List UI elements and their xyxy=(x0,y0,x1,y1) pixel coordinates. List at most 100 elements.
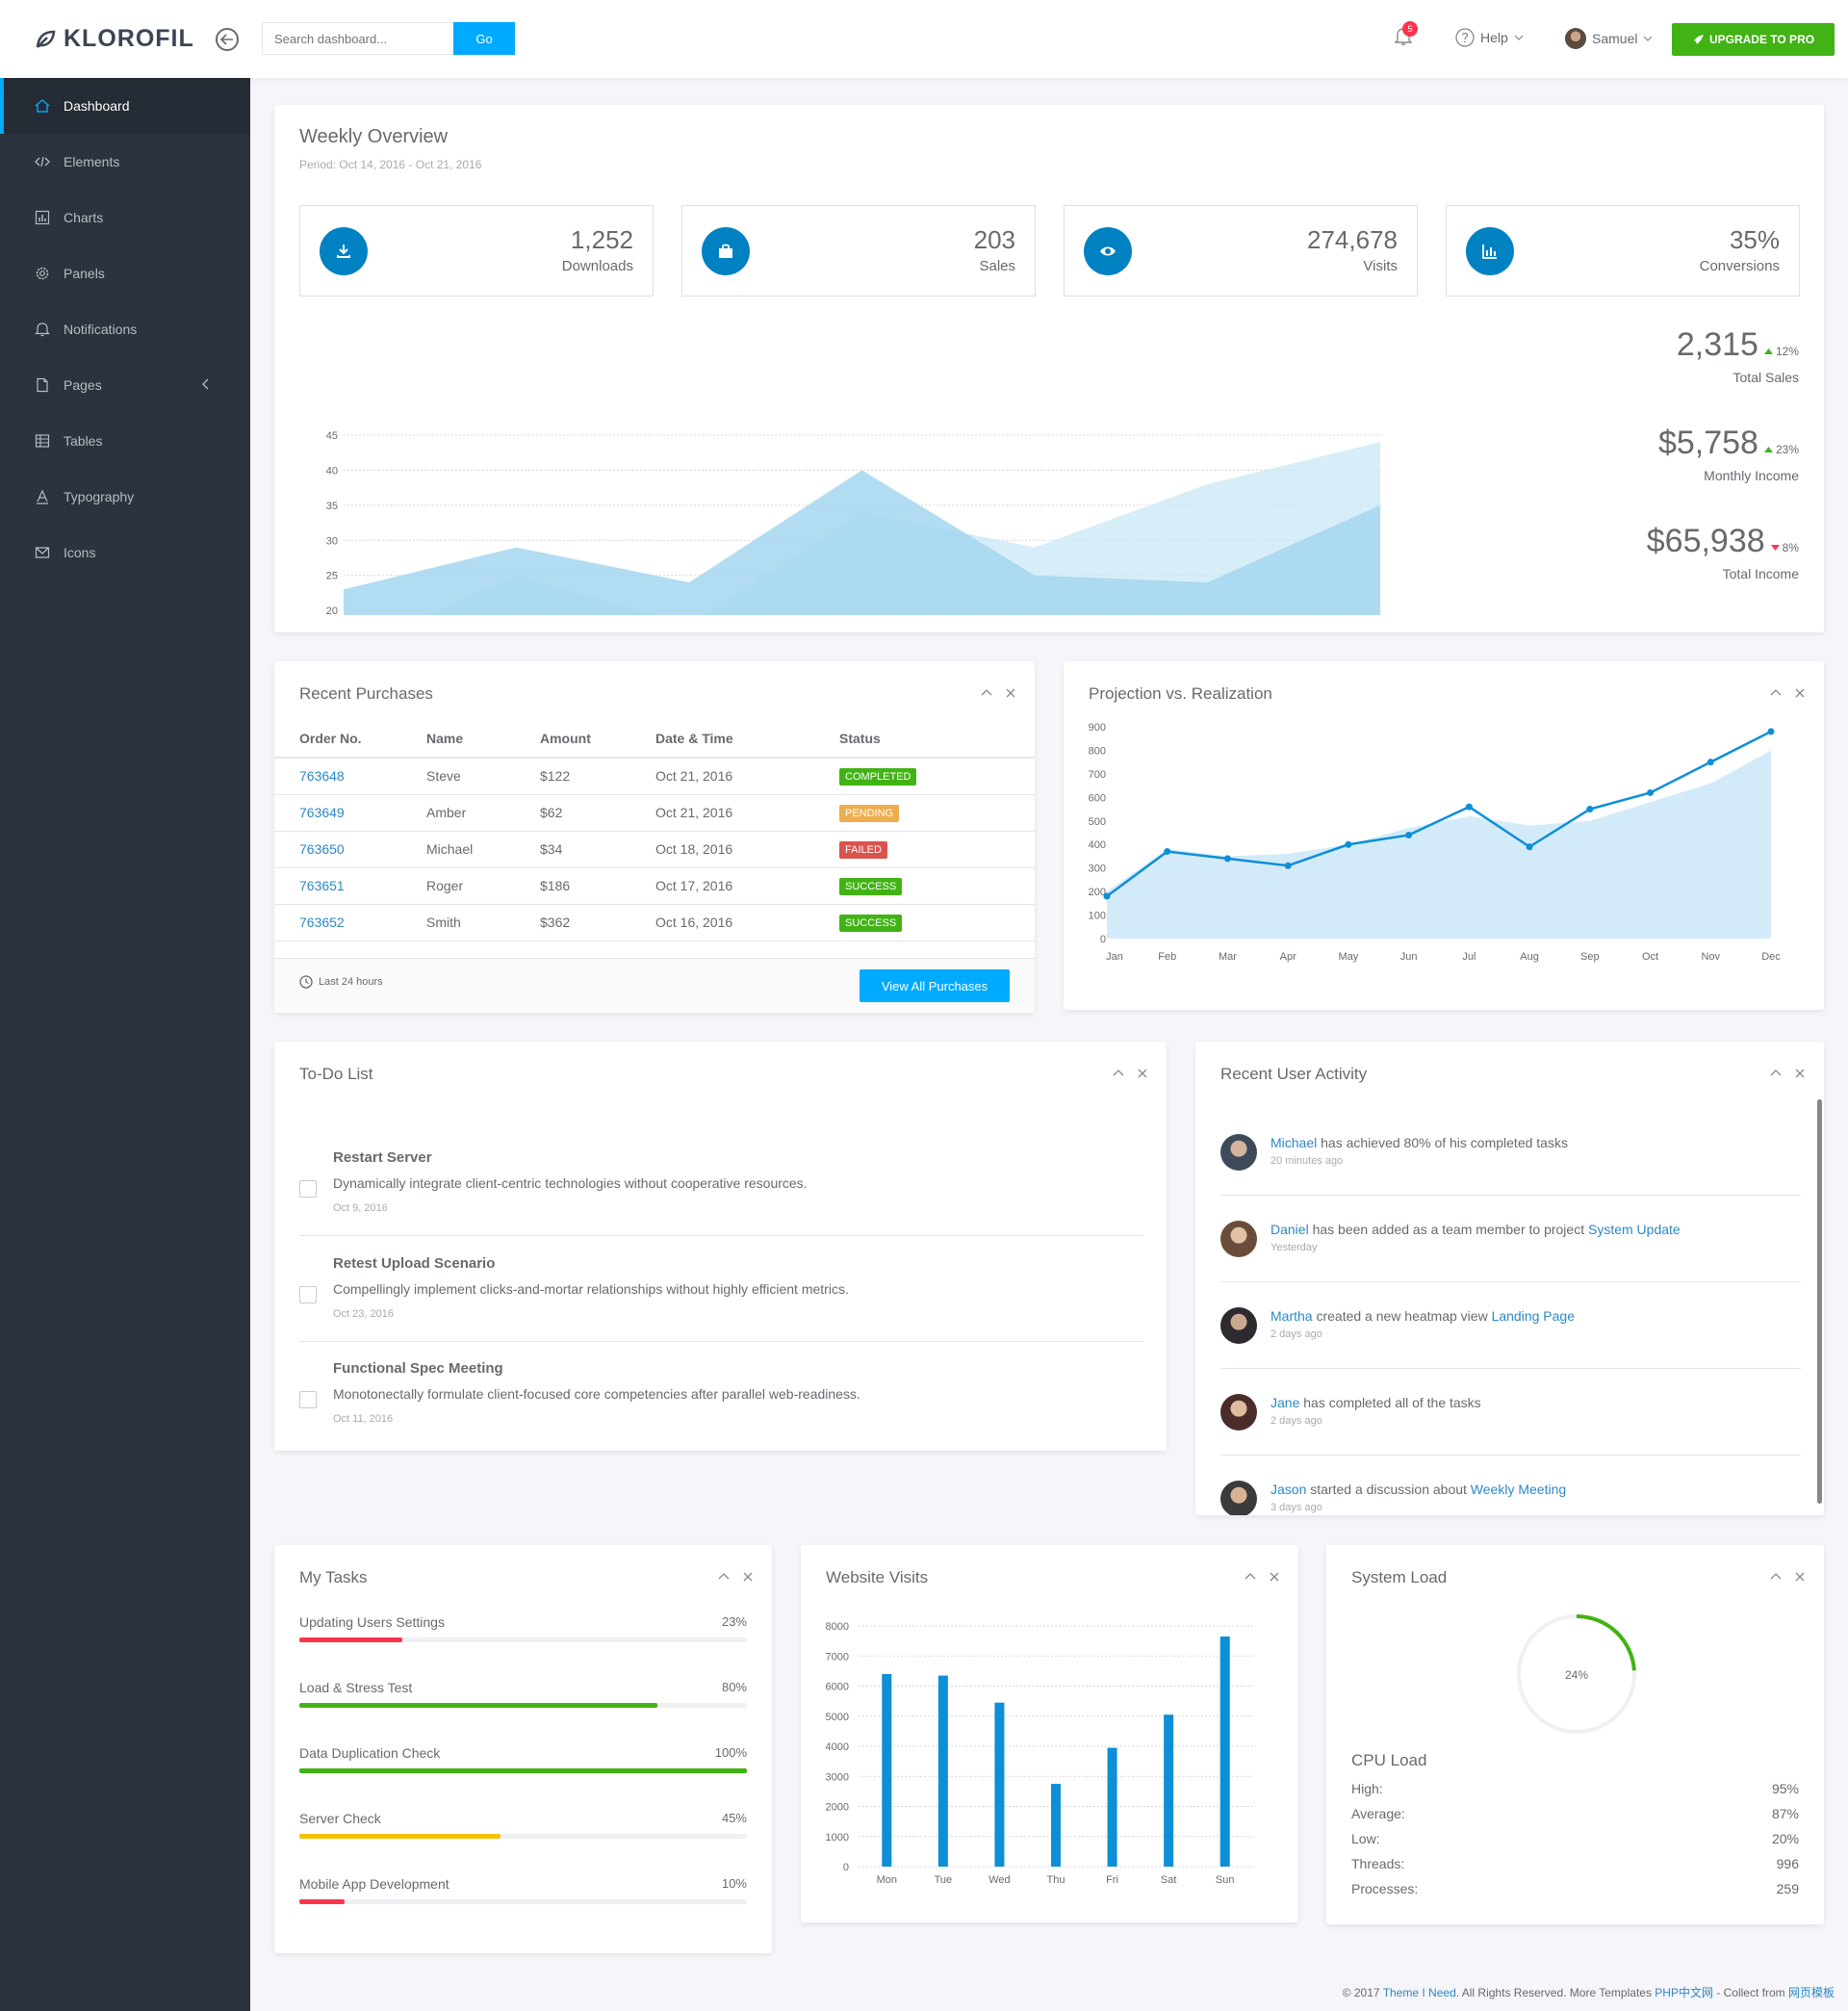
y-tick-label: 200 xyxy=(1089,887,1106,898)
progress-bar xyxy=(299,1768,747,1773)
task-percent: 23% xyxy=(721,1614,747,1629)
user-menu[interactable]: Samuel xyxy=(1565,28,1653,49)
y-tick-label: 45 xyxy=(326,430,338,442)
todo-checkbox[interactable] xyxy=(299,1391,317,1408)
upgrade-to-pro-button[interactable]: UPGRADE TO PRO xyxy=(1672,23,1835,56)
activity-user-link[interactable]: Jane xyxy=(1270,1395,1300,1410)
notifications-button[interactable]: 5 xyxy=(1395,21,1418,46)
todo-description: Compellingly implement clicks-and-mortar… xyxy=(333,1281,849,1297)
y-tick-label: 35 xyxy=(326,501,338,512)
activity-target-link[interactable]: Landing Page xyxy=(1491,1308,1575,1324)
activity-target-link[interactable]: System Update xyxy=(1587,1222,1681,1237)
caret-up-icon xyxy=(1763,348,1773,355)
activity-user-link[interactable]: Michael xyxy=(1270,1135,1318,1150)
activity-text: has achieved 80% of his completed tasks xyxy=(1317,1135,1568,1150)
cpu-stat-row: Threads: 996 xyxy=(1351,1856,1799,1871)
search-go-button[interactable]: Go xyxy=(453,22,515,55)
todo-checkbox[interactable] xyxy=(299,1180,317,1198)
todo-title: Functional Spec Meeting xyxy=(333,1360,503,1377)
collapse-button[interactable] xyxy=(1770,1069,1782,1076)
footer-link[interactable]: PHP中文网 xyxy=(1655,1986,1713,1999)
activity-item: Jane has completed all of the tasks 2 da… xyxy=(1220,1369,1801,1456)
sidebar-item-icons[interactable]: Icons xyxy=(0,525,250,580)
footer-link[interactable]: Theme I Need xyxy=(1382,1986,1456,1999)
order-link[interactable]: 763651 xyxy=(274,867,426,905)
y-tick-label: 8000 xyxy=(826,1621,849,1633)
close-button[interactable] xyxy=(1795,1572,1805,1582)
sidebar-item-elements[interactable]: Elements xyxy=(0,134,250,190)
todo-title: Restart Server xyxy=(333,1149,432,1166)
panel-title: Website Visits xyxy=(826,1568,929,1586)
activity-user-link[interactable]: Jason xyxy=(1270,1482,1307,1497)
sidebar-item-tables[interactable]: Tables xyxy=(0,413,250,469)
table-row: 763650 Michael $34 Oct 18, 2016 FAILED xyxy=(274,831,1035,868)
help-menu[interactable]: Help xyxy=(1455,28,1524,47)
x-tick-label: Sep xyxy=(1580,951,1600,963)
footer-text: - Collect from xyxy=(1712,1986,1788,1999)
todo-date: Oct 9, 2016 xyxy=(333,1202,388,1214)
weekly-area-chart: 1015202530354045MonTueWedThuFriSatSun xyxy=(326,430,1381,615)
order-link[interactable]: 763648 xyxy=(274,758,426,795)
y-tick-label: 0 xyxy=(1100,934,1106,945)
y-tick-label: 30 xyxy=(326,535,338,547)
sidebar-item-pages[interactable]: Pages xyxy=(0,357,250,413)
close-button[interactable] xyxy=(743,1572,753,1582)
view-all-purchases-button[interactable]: View All Purchases xyxy=(860,969,1010,1002)
close-button[interactable] xyxy=(1795,688,1805,698)
collapse-button[interactable] xyxy=(1770,1572,1782,1580)
sidebar-item-panels[interactable]: Panels xyxy=(0,245,250,301)
cpu-stat-row: High: 95% xyxy=(1351,1781,1799,1796)
progress-fill xyxy=(299,1899,345,1904)
close-button[interactable] xyxy=(1006,688,1015,698)
col-date: Date & Time xyxy=(655,719,839,759)
activity-user-link[interactable]: Martha xyxy=(1270,1308,1313,1324)
collapse-button[interactable] xyxy=(1245,1572,1256,1580)
status-badge: COMPLETED xyxy=(839,767,917,786)
sidebar: Dashboard Elements Charts Panels Notific… xyxy=(0,78,250,2011)
customer-name: Michael xyxy=(426,831,540,868)
activity-target-link[interactable]: Weekly Meeting xyxy=(1470,1482,1567,1497)
footer-link[interactable]: 网页模板 xyxy=(1787,1986,1835,1999)
collapse-button[interactable] xyxy=(1113,1069,1124,1076)
collapse-button[interactable] xyxy=(718,1572,730,1580)
order-link[interactable]: 763650 xyxy=(274,831,426,868)
sidebar-item-charts[interactable]: Charts xyxy=(0,190,250,245)
y-tick-label: 5000 xyxy=(826,1712,849,1723)
collapse-button[interactable] xyxy=(981,688,992,696)
stat-change: 23% xyxy=(1775,443,1799,457)
cpu-gauge xyxy=(1517,1614,1636,1734)
eye-icon xyxy=(1084,227,1132,275)
sidebar-item-dashboard[interactable]: Dashboard xyxy=(0,78,250,134)
metric-value: 35% xyxy=(1729,225,1780,254)
close-button[interactable] xyxy=(1795,1069,1805,1078)
close-button[interactable] xyxy=(1270,1572,1279,1582)
metric-downloads: 1,252 Downloads xyxy=(299,205,654,296)
scrollbar[interactable] xyxy=(1817,1099,1822,1504)
collapse-button[interactable] xyxy=(1770,688,1782,696)
search-input[interactable] xyxy=(262,22,453,55)
notification-count-badge: 5 xyxy=(1402,21,1418,37)
activity-user-link[interactable]: Daniel xyxy=(1270,1222,1309,1237)
sidebar-item-label: Dashboard xyxy=(64,98,130,114)
close-button[interactable] xyxy=(1138,1069,1147,1078)
metric-label: Conversions xyxy=(1699,258,1780,274)
my-tasks-panel: My Tasks Updating Users Settings 23% Load … xyxy=(274,1545,772,1953)
order-link[interactable]: 763652 xyxy=(274,904,426,941)
todo-date: Oct 11, 2016 xyxy=(333,1413,394,1425)
sidebar-item-typography[interactable]: Typography xyxy=(0,469,250,525)
footer-text: . All Rights Reserved. More Templates xyxy=(1455,1986,1656,1999)
stat-label: Average: xyxy=(1351,1806,1405,1821)
sidebar-item-notifications[interactable]: Notifications xyxy=(0,301,250,357)
x-tick-label: Mar xyxy=(1219,951,1237,963)
customer-name: Smith xyxy=(426,904,540,941)
code-icon xyxy=(35,156,50,168)
order-link[interactable]: 763649 xyxy=(274,794,426,832)
bell-icon xyxy=(35,322,50,337)
metric-value: 1,252 xyxy=(570,225,633,254)
task-name: Server Check xyxy=(299,1811,381,1826)
metric-conversions: 35% Conversions xyxy=(1446,205,1800,296)
brand-logo[interactable]: KLOROFIL xyxy=(35,25,194,53)
col-order-no: Order No. xyxy=(274,719,426,759)
sidebar-toggle-button[interactable] xyxy=(216,28,239,51)
todo-checkbox[interactable] xyxy=(299,1286,317,1303)
